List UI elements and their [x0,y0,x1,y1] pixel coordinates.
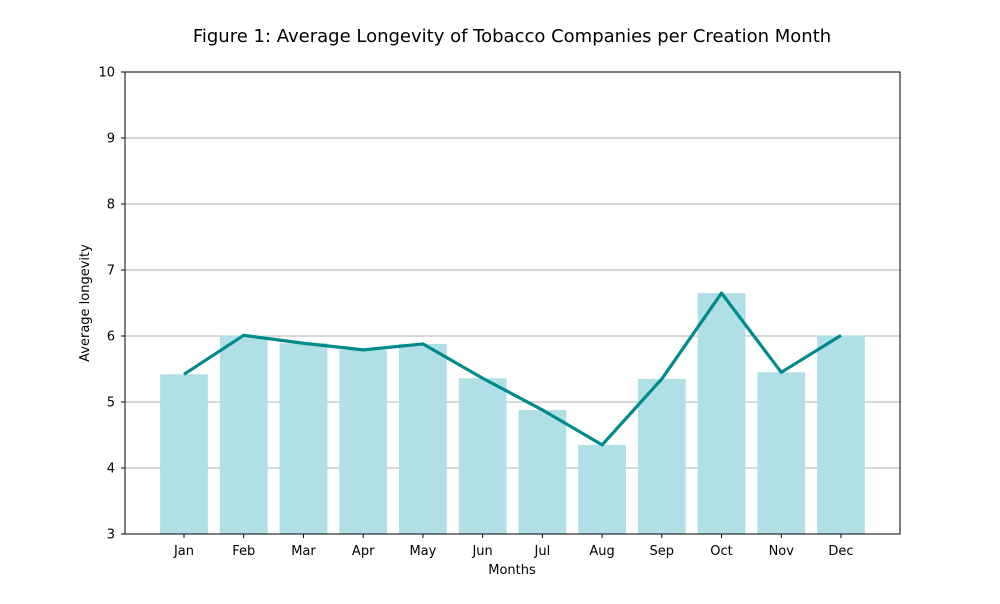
y-tick-label: 9 [107,132,115,147]
bar-sep [638,379,686,534]
y-tick-label: 6 [107,330,115,345]
bar-nov [757,372,805,534]
chart-title: Figure 1: Average Longevity of Tobacco C… [193,26,831,47]
bar-may [399,344,447,534]
x-tick-label: Jun [471,544,492,559]
x-tick-label: Oct [710,544,732,559]
x-tick-label: Aug [589,544,614,559]
x-axis-label: Months [488,563,536,578]
y-tick-label: 7 [107,264,115,279]
x-tick-label: Nov [769,544,795,559]
y-tick-label: 3 [107,528,115,543]
y-axis-label: Average longevity [78,244,93,362]
x-axis-ticks: Jan Feb Mar Apr May Jun Jul Aug Sep Oct Nov Dec [173,534,854,559]
x-tick-label: May [409,544,436,559]
x-tick-label: Feb [232,544,255,559]
bar-oct [698,293,746,534]
y-axis-ticks: 3 4 5 6 7 8 9 10 [98,66,125,543]
y-tick-label: 10 [98,66,115,81]
y-tick-label: 8 [107,198,115,213]
x-tick-label: Sep [650,544,675,559]
bar-aug [578,445,626,534]
bar-jun [459,378,507,534]
x-tick-label: Mar [291,544,316,559]
x-tick-label: Jan [173,544,194,559]
x-tick-label: Dec [828,544,853,559]
x-tick-label: Jul [534,544,551,559]
bar-layer [160,293,865,534]
bar-jan [160,374,208,534]
bar-apr [339,350,387,534]
bar-mar [280,343,328,534]
x-tick-label: Apr [352,544,375,559]
bar-jul [518,410,566,534]
bar-feb [220,335,268,534]
y-tick-label: 4 [107,462,115,477]
y-tick-label: 5 [107,396,115,411]
bar-dec [817,335,865,534]
